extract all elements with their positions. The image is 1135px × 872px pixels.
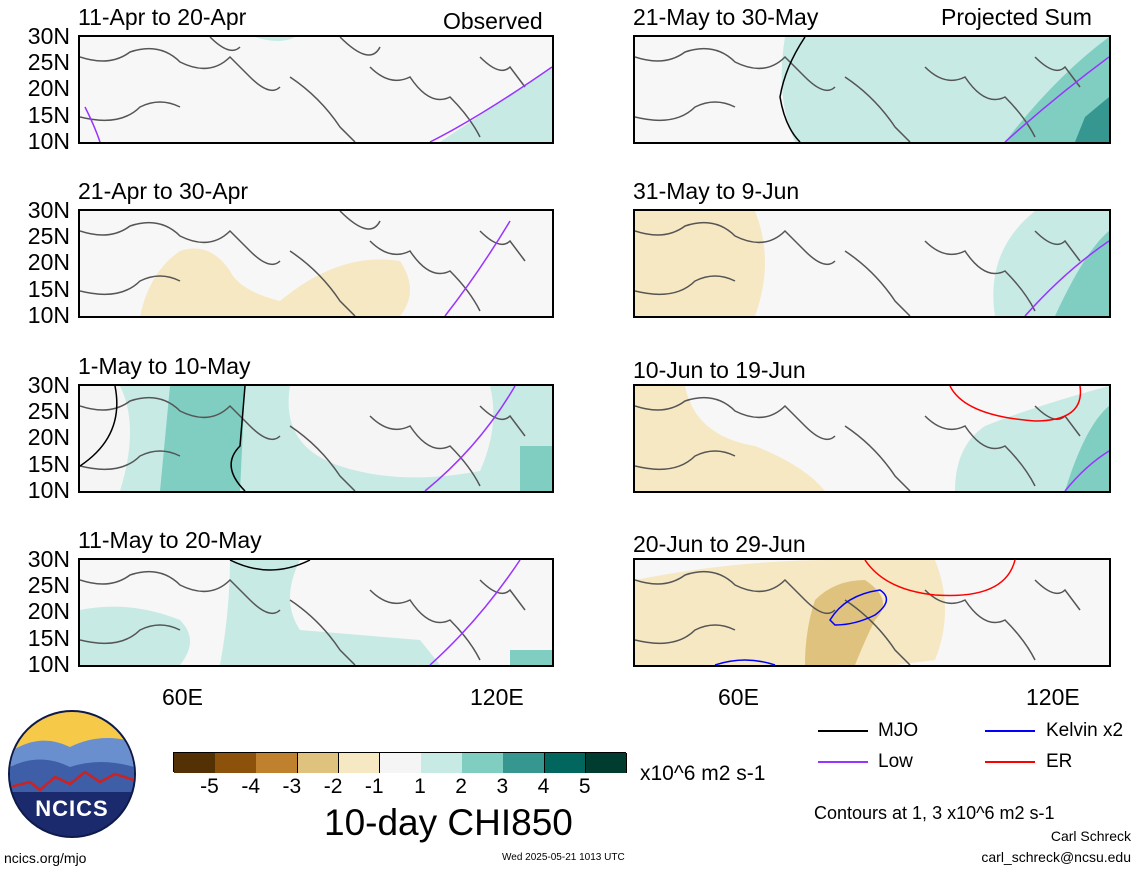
footer-author: Carl Schreck xyxy=(1050,828,1131,844)
lat-label: 10N xyxy=(27,128,70,154)
map-panel-jun20 xyxy=(633,558,1111,667)
lat-label: 25N xyxy=(27,398,70,424)
panel-title: 10-Jun to 19-Jun xyxy=(633,357,806,383)
kelvin-legend-line xyxy=(985,730,1035,732)
colorbar-tick-label: -2 xyxy=(323,775,343,798)
colorbar-swatch xyxy=(544,753,587,773)
lat-label: 20N xyxy=(27,424,70,450)
colorbar-swatch xyxy=(379,753,422,773)
colorbar-tick-label: -3 xyxy=(282,775,302,798)
lat-label: 20N xyxy=(27,75,70,101)
mjo-legend-line xyxy=(818,730,868,732)
lat-label: 15N xyxy=(27,451,70,477)
ncics-logo: NCICS xyxy=(8,710,136,838)
panel-title: 11-Apr to 20-Apr xyxy=(78,4,247,30)
lat-label: 10N xyxy=(27,302,70,328)
lat-label: 15N xyxy=(27,102,70,128)
colorbar-swatch xyxy=(297,753,340,773)
chart-title: 10-day CHI850 xyxy=(324,802,573,843)
panel-title: 31-May to 9-Jun xyxy=(633,178,800,204)
lat-label: 30N xyxy=(27,372,70,398)
lat-label: 25N xyxy=(27,49,70,75)
projected-sum-label: Projected Sum xyxy=(941,4,1092,30)
panel-title: 21-May to 30-May xyxy=(633,4,819,30)
colorbar-tick-label: 2 xyxy=(455,775,467,798)
lon-label: 60E xyxy=(162,684,203,710)
panel-title: 20-Jun to 29-Jun xyxy=(633,531,806,557)
lat-label: 20N xyxy=(27,249,70,275)
colorbar-swatch xyxy=(503,753,546,773)
panel-title: 11-May to 20-May xyxy=(78,527,262,553)
observed-label: Observed xyxy=(443,8,543,34)
low-legend-line xyxy=(818,761,868,763)
map-panel-may31 xyxy=(633,209,1111,318)
colorbar-tick-label: -4 xyxy=(241,775,261,798)
footer-email[interactable]: carl_schreck@ncsu.edu xyxy=(981,849,1131,865)
map-panel-apr11 xyxy=(78,35,554,144)
colorbar xyxy=(173,752,628,773)
lon-label: 120E xyxy=(1026,684,1080,710)
colorbar-tick-label: 4 xyxy=(537,775,550,798)
map-panel-jun10 xyxy=(633,384,1111,493)
colorbar-tick-label: 1 xyxy=(414,775,426,798)
lat-label: 25N xyxy=(27,572,70,598)
lat-label: 10N xyxy=(27,477,70,503)
colorbar-tick-label: 5 xyxy=(578,775,591,798)
lat-label: 30N xyxy=(27,23,70,49)
colorbar-swatch xyxy=(174,753,216,773)
footer-timestamp: Wed 2025-05-21 1013 UTC xyxy=(502,852,625,863)
colorbar-swatch xyxy=(256,753,299,773)
map-panel-may11 xyxy=(78,558,554,667)
map-panel-may21 xyxy=(633,35,1111,144)
mjo-legend-label: MJO xyxy=(878,720,919,741)
colorbar-swatch xyxy=(462,753,504,773)
lat-label: 15N xyxy=(27,625,70,651)
er-legend-line xyxy=(985,761,1035,763)
map-panel-may1 xyxy=(78,384,554,493)
colorbar-swatch xyxy=(215,753,257,773)
colorbar-units: x10^6 m2 s-1 xyxy=(640,762,766,785)
lat-label: 30N xyxy=(27,197,70,223)
colorbar-swatch xyxy=(421,753,463,773)
lat-label: 15N xyxy=(27,276,70,302)
colorbar-swatch xyxy=(585,753,628,773)
lat-label: 10N xyxy=(27,651,70,677)
colorbar-swatch xyxy=(338,753,381,773)
panel-title: 21-Apr to 30-Apr xyxy=(78,178,249,204)
colorbar-tick-label: -5 xyxy=(200,775,219,798)
lat-label: 30N xyxy=(27,546,70,572)
kelvin-legend-label: Kelvin x2 xyxy=(1046,720,1124,741)
lon-label: 60E xyxy=(718,684,759,710)
colorbar-tick-label: -1 xyxy=(364,775,384,798)
low-legend-label: Low xyxy=(878,751,913,772)
lat-label: 20N xyxy=(27,598,70,624)
colorbar-tick-label: 3 xyxy=(496,775,509,798)
map-panel-apr21 xyxy=(78,209,554,318)
contours-note: Contours at 1, 3 x10^6 m2 s-1 xyxy=(814,803,1055,823)
logo-text: NCICS xyxy=(35,796,109,821)
lon-label: 120E xyxy=(470,684,524,710)
er-legend-label: ER xyxy=(1046,751,1073,772)
panel-title: 1-May to 10-May xyxy=(78,353,251,379)
lat-label: 25N xyxy=(27,223,70,249)
footer-url[interactable]: ncics.org/mjo xyxy=(4,850,87,866)
